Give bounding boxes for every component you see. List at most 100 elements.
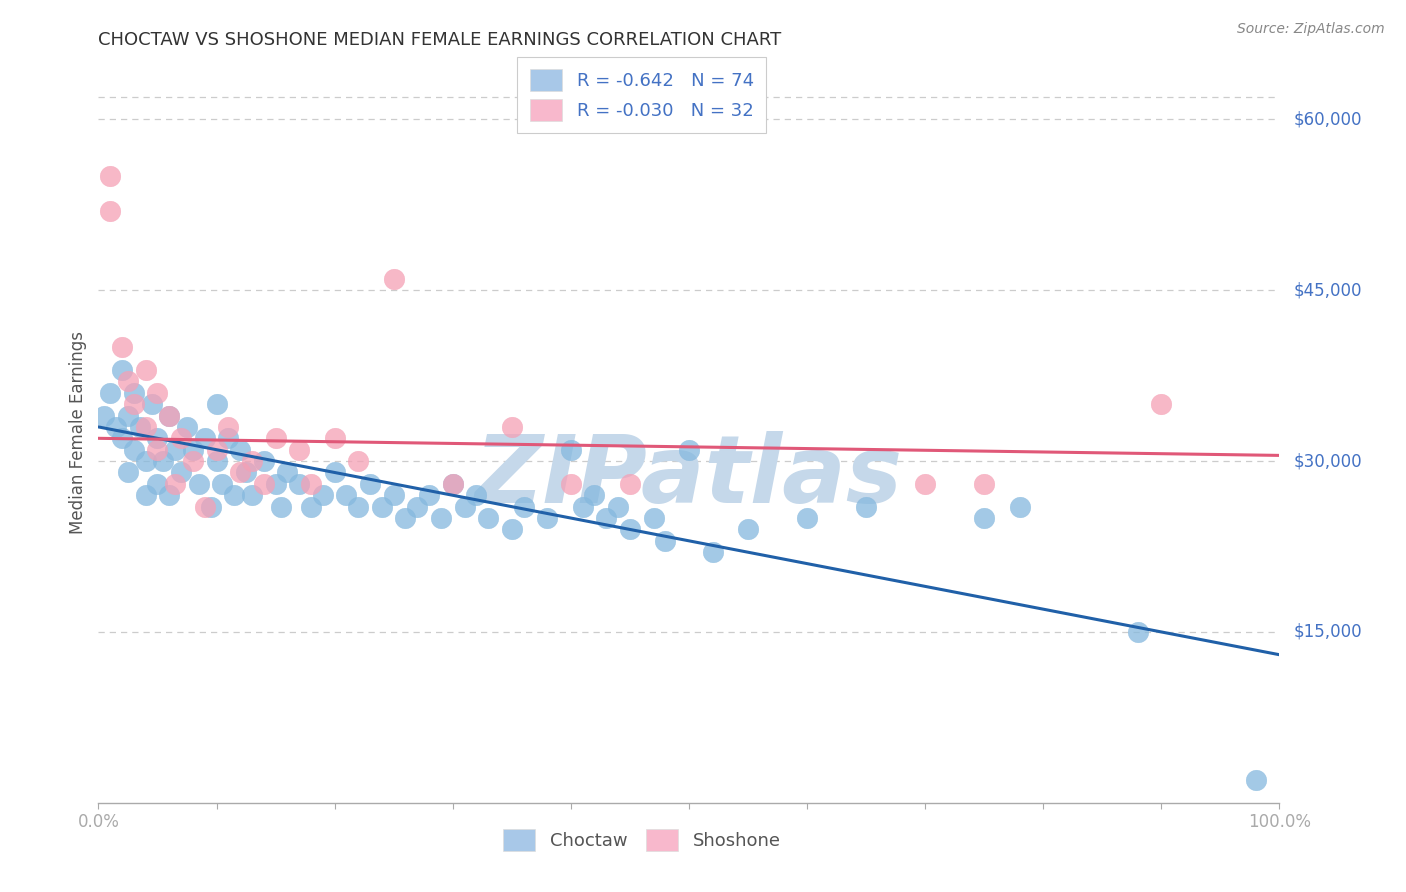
Point xyxy=(122,442,145,457)
Point xyxy=(253,476,276,491)
Text: $30,000: $30,000 xyxy=(1294,452,1362,470)
Point xyxy=(117,466,139,480)
Point xyxy=(678,442,700,457)
Point xyxy=(98,203,121,218)
Text: ZIPatlas: ZIPatlas xyxy=(475,431,903,523)
Point xyxy=(264,431,287,445)
Point xyxy=(855,500,877,514)
Point xyxy=(359,476,381,491)
Point xyxy=(312,488,335,502)
Point xyxy=(571,500,593,514)
Point xyxy=(229,466,252,480)
Point xyxy=(157,409,180,423)
Text: Source: ZipAtlas.com: Source: ZipAtlas.com xyxy=(1237,22,1385,37)
Point xyxy=(194,500,217,514)
Point xyxy=(135,454,157,468)
Point xyxy=(973,476,995,491)
Point xyxy=(170,431,193,445)
Point xyxy=(146,476,169,491)
Point xyxy=(141,397,163,411)
Point xyxy=(194,431,217,445)
Point xyxy=(430,511,453,525)
Point xyxy=(702,545,724,559)
Point xyxy=(299,476,322,491)
Point xyxy=(501,420,523,434)
Point xyxy=(235,466,257,480)
Point xyxy=(217,431,239,445)
Point xyxy=(583,488,606,502)
Point xyxy=(111,363,134,377)
Point xyxy=(914,476,936,491)
Point xyxy=(607,500,630,514)
Point xyxy=(122,397,145,411)
Point xyxy=(146,385,169,400)
Point xyxy=(165,442,187,457)
Point xyxy=(973,511,995,525)
Point xyxy=(1008,500,1031,514)
Point xyxy=(205,397,228,411)
Point xyxy=(224,488,246,502)
Point xyxy=(453,500,475,514)
Point xyxy=(276,466,298,480)
Point xyxy=(1150,397,1173,411)
Point xyxy=(1126,624,1149,639)
Point xyxy=(441,476,464,491)
Point xyxy=(270,500,292,514)
Point xyxy=(418,488,440,502)
Point xyxy=(98,385,121,400)
Point xyxy=(288,476,311,491)
Point xyxy=(595,511,617,525)
Point xyxy=(796,511,818,525)
Point xyxy=(737,523,759,537)
Point xyxy=(217,420,239,434)
Point xyxy=(560,476,582,491)
Text: CHOCTAW VS SHOSHONE MEDIAN FEMALE EARNINGS CORRELATION CHART: CHOCTAW VS SHOSHONE MEDIAN FEMALE EARNIN… xyxy=(98,31,782,49)
Point xyxy=(619,476,641,491)
Point xyxy=(176,420,198,434)
Point xyxy=(347,500,370,514)
Point xyxy=(135,363,157,377)
Point xyxy=(111,431,134,445)
Point xyxy=(111,340,134,354)
Point xyxy=(181,442,204,457)
Point xyxy=(323,431,346,445)
Point xyxy=(240,454,263,468)
Point xyxy=(98,169,121,184)
Point xyxy=(170,466,193,480)
Point xyxy=(200,500,222,514)
Point xyxy=(240,488,263,502)
Point xyxy=(117,375,139,389)
Point xyxy=(135,420,157,434)
Text: $60,000: $60,000 xyxy=(1294,111,1362,128)
Point xyxy=(299,500,322,514)
Point xyxy=(157,488,180,502)
Point xyxy=(264,476,287,491)
Point xyxy=(205,454,228,468)
Point xyxy=(128,420,150,434)
Point xyxy=(441,476,464,491)
Point xyxy=(152,454,174,468)
Point xyxy=(465,488,488,502)
Point xyxy=(323,466,346,480)
Point xyxy=(536,511,558,525)
Point xyxy=(406,500,429,514)
Point xyxy=(394,511,416,525)
Point xyxy=(382,488,405,502)
Point xyxy=(122,385,145,400)
Point xyxy=(382,272,405,286)
Point xyxy=(205,442,228,457)
Point xyxy=(560,442,582,457)
Point xyxy=(165,476,187,491)
Point xyxy=(335,488,357,502)
Y-axis label: Median Female Earnings: Median Female Earnings xyxy=(69,331,87,534)
Point xyxy=(211,476,233,491)
Text: $45,000: $45,000 xyxy=(1294,281,1362,299)
Point xyxy=(1244,772,1267,787)
Point xyxy=(619,523,641,537)
Point xyxy=(643,511,665,525)
Point xyxy=(181,454,204,468)
Point xyxy=(135,488,157,502)
Point xyxy=(105,420,128,434)
Legend: Choctaw, Shoshone: Choctaw, Shoshone xyxy=(494,821,790,861)
Point xyxy=(187,476,209,491)
